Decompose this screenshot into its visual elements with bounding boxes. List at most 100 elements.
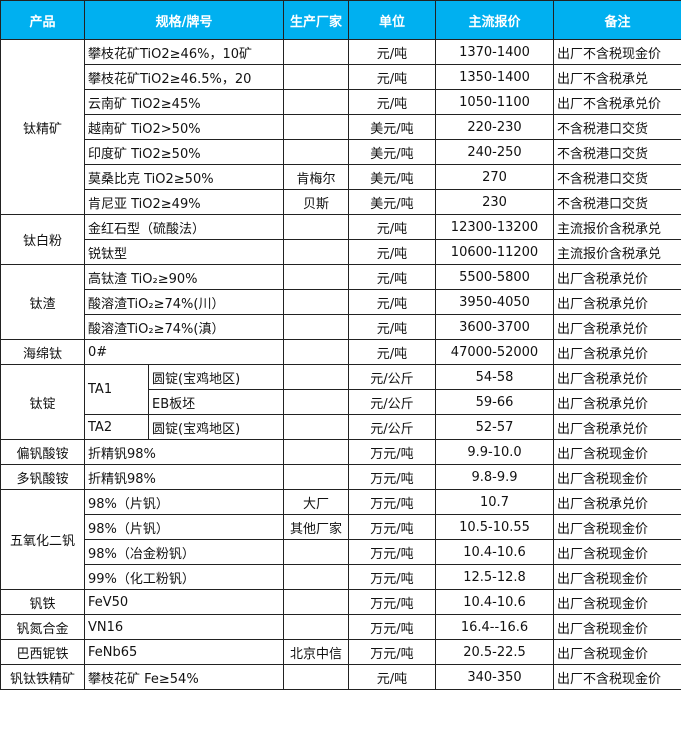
spec-cell: 圆锭(宝鸡地区) bbox=[148, 364, 284, 390]
unit-cell: 元/公斤 bbox=[348, 389, 436, 415]
table-body: 钛精矿 攀枝花矿TiO2≥46%，10矿 元/吨 1370-1400 出厂不含税现金价攀… bbox=[0, 39, 681, 690]
maker-cell bbox=[283, 564, 349, 590]
unit-cell: 元/吨 bbox=[348, 314, 436, 340]
maker-cell bbox=[283, 364, 349, 390]
table-row: 酸溶渣TiO₂≥74%(滇） 元/吨 3600-3700 出厂含税承兑价 bbox=[1, 314, 681, 340]
note-cell: 主流报价含税承兑 bbox=[553, 239, 681, 265]
product-cell: 巴西铌铁 bbox=[0, 639, 85, 665]
price-cell: 1370-1400 bbox=[435, 39, 554, 65]
header-price: 主流报价 bbox=[435, 0, 554, 40]
price-table: 产品 规格/牌号 生产厂家 单位 主流报价 备注 钛精矿 攀枝花矿TiO2≥46%… bbox=[0, 0, 681, 690]
unit-cell: 美元/吨 bbox=[348, 139, 436, 165]
price-cell: 10.7 bbox=[435, 489, 554, 515]
maker-cell bbox=[283, 239, 349, 265]
table-row: 攀枝花矿TiO2≥46.5%，20 元/吨 1350-1400 出厂不含税承兑 bbox=[1, 64, 681, 90]
maker-cell bbox=[283, 339, 349, 365]
table-row: 越南矿 TiO2>50% 美元/吨 220-230 不含税港口交货 bbox=[1, 114, 681, 140]
spec-cell: 高钛渣 TiO₂≥90% bbox=[84, 264, 284, 290]
unit-cell: 元/吨 bbox=[348, 289, 436, 315]
table-row: 巴西铌铁 FeNb65 北京中信 万元/吨 20.5-22.5 出厂含税现金价 bbox=[0, 639, 681, 665]
table-row: 钛白粉 金红石型（硫酸法） 元/吨 12300-13200 主流报价含税承兑 bbox=[0, 214, 681, 265]
price-cell: 3600-3700 bbox=[435, 314, 554, 340]
table-row: 印度矿 TiO2≥50% 美元/吨 240-250 不含税港口交货 bbox=[1, 139, 681, 165]
note-cell: 出厂不含税现金价 bbox=[553, 39, 681, 65]
product-cell: 多钒酸铵 bbox=[0, 464, 85, 490]
table-row: 云南矿 TiO2≥45% 元/吨 1050-1100 出厂不含税承兑价 bbox=[1, 89, 681, 115]
unit-cell: 万元/吨 bbox=[348, 514, 436, 540]
table-row: 钛精矿 攀枝花矿TiO2≥46%，10矿 元/吨 1370-1400 出厂不含税现金价 bbox=[0, 39, 681, 215]
spec-cell: 0# bbox=[84, 339, 284, 365]
note-cell: 出厂不含税承兑价 bbox=[553, 89, 681, 115]
spec-cell: 酸溶渣TiO₂≥74%(滇） bbox=[84, 314, 284, 340]
header-maker: 生产厂家 bbox=[283, 0, 349, 40]
spec-cell: 攀枝花矿 Fe≥54% bbox=[84, 664, 284, 690]
note-cell: 出厂含税现金价 bbox=[553, 564, 681, 590]
note-cell: 不含税港口交货 bbox=[553, 114, 681, 140]
price-cell: 10.5-10.55 bbox=[435, 514, 554, 540]
table-row: 锐钛型 元/吨 10600-11200 主流报价含税承兑 bbox=[1, 239, 681, 265]
note-cell: 出厂含税现金价 bbox=[553, 514, 681, 540]
unit-cell: 元/公斤 bbox=[348, 414, 436, 440]
spec-cell: 98%（冶金粉钒） bbox=[84, 539, 284, 565]
note-cell: 不含税港口交货 bbox=[553, 164, 681, 190]
price-cell: 1050-1100 bbox=[435, 89, 554, 115]
maker-cell bbox=[283, 64, 349, 90]
product-cell: 钛精矿 bbox=[0, 39, 85, 215]
price-cell: 10.4-10.6 bbox=[435, 539, 554, 565]
spec-cell: VN16 bbox=[84, 614, 284, 640]
price-cell: 10600-11200 bbox=[435, 239, 554, 265]
spec-cell: 折精钒98% bbox=[84, 464, 284, 490]
unit-cell: 万元/吨 bbox=[348, 614, 436, 640]
note-cell: 出厂含税承兑价 bbox=[553, 339, 681, 365]
maker-cell bbox=[283, 614, 349, 640]
maker-cell bbox=[283, 314, 349, 340]
product-cell: 海绵钛 bbox=[0, 339, 85, 365]
note-cell: 不含税港口交货 bbox=[553, 139, 681, 165]
product-cell: 钒氮合金 bbox=[0, 614, 85, 640]
unit-cell: 元/吨 bbox=[348, 89, 436, 115]
maker-cell: 其他厂家 bbox=[283, 514, 349, 540]
spec-cell: 攀枝花矿TiO2≥46.5%，20 bbox=[84, 64, 284, 90]
note-cell: 出厂不含税现金价 bbox=[553, 664, 681, 690]
product-cell: 偏钒酸铵 bbox=[0, 439, 85, 465]
table-row: 多钒酸铵 折精钒98% 万元/吨 9.8-9.9 出厂含税现金价 bbox=[0, 464, 681, 490]
price-cell: 52-57 bbox=[435, 414, 554, 440]
maker-cell bbox=[283, 439, 349, 465]
unit-cell: 元/吨 bbox=[348, 239, 436, 265]
note-cell: 出厂含税现金价 bbox=[553, 439, 681, 465]
spec-cell: 锐钛型 bbox=[84, 239, 284, 265]
price-cell: 16.4--16.6 bbox=[435, 614, 554, 640]
unit-cell: 美元/吨 bbox=[348, 164, 436, 190]
spec-cell: 云南矿 TiO2≥45% bbox=[84, 89, 284, 115]
price-cell: 9.8-9.9 bbox=[435, 464, 554, 490]
spec-cell: 越南矿 TiO2>50% bbox=[84, 114, 284, 140]
table-row: TA2 圆锭(宝鸡地区) 元/公斤 52-57 出厂含税承兑价 bbox=[1, 414, 681, 440]
maker-cell bbox=[283, 89, 349, 115]
price-cell: 240-250 bbox=[435, 139, 554, 165]
note-cell: 出厂含税现金价 bbox=[553, 539, 681, 565]
table-row: 98%（片钒） 其他厂家 万元/吨 10.5-10.55 出厂含税现金价 bbox=[1, 514, 681, 540]
price-cell: 9.9-10.0 bbox=[435, 439, 554, 465]
product-cell: 钒铁 bbox=[0, 589, 85, 615]
price-cell: 3950-4050 bbox=[435, 289, 554, 315]
price-cell: 1350-1400 bbox=[435, 64, 554, 90]
spec-cell: 圆锭(宝鸡地区) bbox=[148, 414, 284, 440]
note-cell: 出厂含税现金价 bbox=[553, 589, 681, 615]
unit-cell: 元/吨 bbox=[348, 264, 436, 290]
table-row: 酸溶渣TiO₂≥74%(川） 元/吨 3950-4050 出厂含税承兑价 bbox=[1, 289, 681, 315]
spec-cell: 98%（片钒） bbox=[84, 514, 284, 540]
price-cell: 220-230 bbox=[435, 114, 554, 140]
maker-cell bbox=[283, 464, 349, 490]
maker-cell bbox=[283, 664, 349, 690]
maker-cell: 肯梅尔 bbox=[283, 164, 349, 190]
note-cell: 出厂含税承兑价 bbox=[553, 264, 681, 290]
table-row: 钒钛铁精矿 攀枝花矿 Fe≥54% 元/吨 340-350 出厂不含税现金价 bbox=[0, 664, 681, 690]
table-row: 莫桑比克 TiO2≥50% 肯梅尔 美元/吨 270 不含税港口交货 bbox=[1, 164, 681, 190]
maker-cell bbox=[283, 139, 349, 165]
note-cell: 出厂含税承兑价 bbox=[553, 364, 681, 390]
note-cell: 出厂含税承兑价 bbox=[553, 289, 681, 315]
spec-cell: FeV50 bbox=[84, 589, 284, 615]
header-spec: 规格/牌号 bbox=[84, 0, 284, 40]
spec-cell: 酸溶渣TiO₂≥74%(川） bbox=[84, 289, 284, 315]
unit-cell: 元/吨 bbox=[348, 64, 436, 90]
